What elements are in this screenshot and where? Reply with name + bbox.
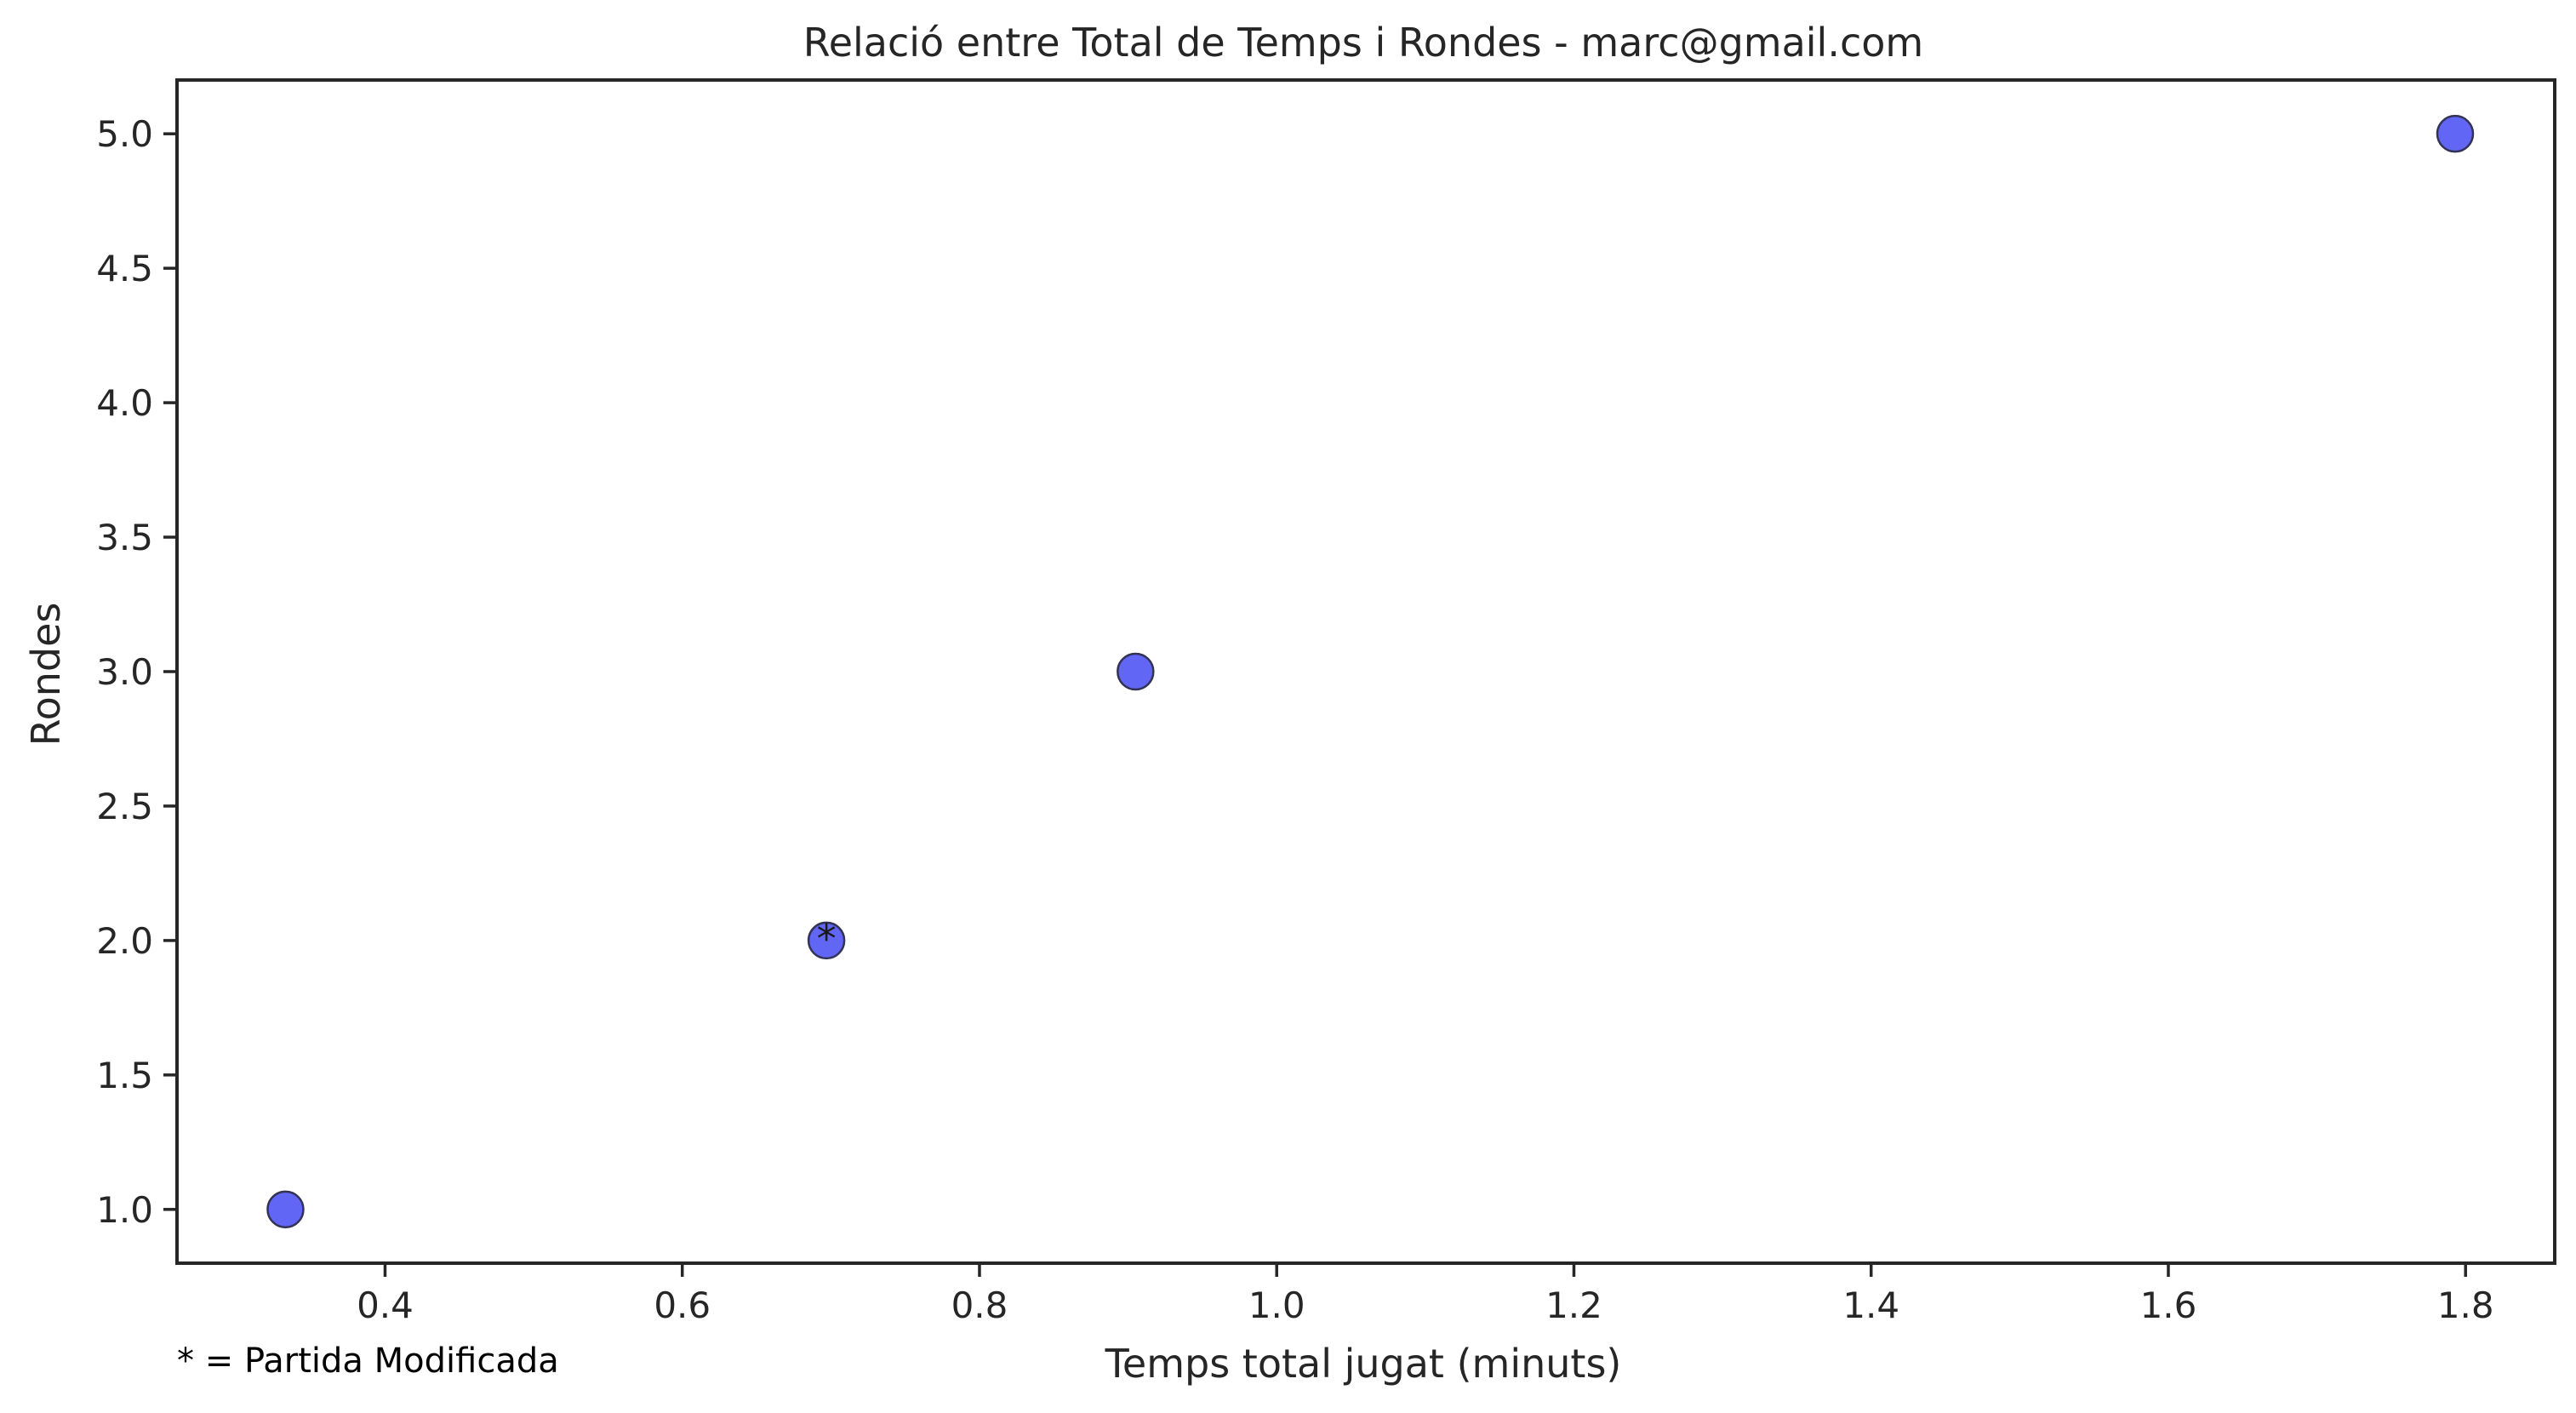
point-annotation: * (817, 916, 837, 962)
y-tick-label: 3.5 (96, 517, 153, 558)
x-tick-label: 1.4 (1842, 1284, 1899, 1326)
y-tick-label: 2.0 (96, 920, 153, 962)
y-tick-label: 2.5 (96, 786, 153, 827)
x-tick-label: 1.6 (2140, 1284, 2197, 1326)
y-tick-label: 5.0 (96, 113, 153, 155)
x-tick-label: 0.4 (357, 1284, 414, 1326)
x-axis-title: Temps total jugat (minuts) (1105, 1341, 1622, 1387)
y-tick-label: 1.5 (96, 1055, 153, 1096)
scatter-point (1117, 652, 1155, 691)
y-axis-title: Rondes (23, 603, 69, 747)
y-tick-label: 4.0 (96, 382, 153, 424)
scatter-point (2436, 114, 2475, 153)
footnote: * = Partida Modificada (177, 1341, 559, 1381)
x-tick-label: 0.8 (951, 1284, 1008, 1326)
x-tick-label: 1.0 (1248, 1284, 1305, 1326)
y-tick-label: 1.0 (96, 1189, 153, 1231)
x-tick-label: 1.8 (2437, 1284, 2494, 1326)
y-tick-label: 3.0 (96, 651, 153, 693)
scatter-point (807, 921, 846, 960)
x-tick-label: 0.6 (654, 1284, 711, 1326)
y-tick-label: 4.5 (96, 248, 153, 289)
x-tick-label: 1.2 (1545, 1284, 1602, 1326)
scatter-point (266, 1190, 305, 1229)
chart-title: Relació entre Total de Temps i Rondes - … (803, 20, 1923, 66)
